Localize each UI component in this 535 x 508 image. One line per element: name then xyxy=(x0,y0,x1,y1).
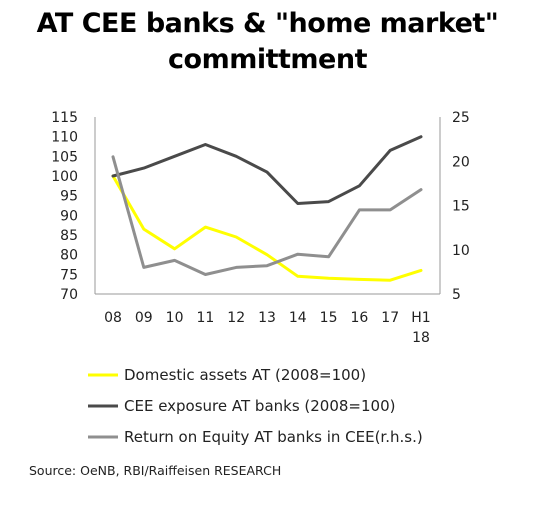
x-tick-label: 14 xyxy=(289,310,307,326)
x-tick-label: 12 xyxy=(227,310,245,326)
left-tick-label: 100 xyxy=(51,169,78,185)
legend-label-2: CEE exposure AT banks (2008=100) xyxy=(124,397,396,415)
series-line-2 xyxy=(111,135,423,205)
left-tick-label: 85 xyxy=(60,228,78,244)
chart-title-line-1: AT CEE banks & "home market" xyxy=(36,8,499,39)
left-tick-label: 110 xyxy=(51,130,78,146)
x-tick-label: 16 xyxy=(350,310,368,326)
source-note: Source: OeNB, RBI/Raiffeisen RESEARCH xyxy=(29,463,282,478)
series-line-1 xyxy=(111,174,423,282)
legend-label-3: Return on Equity AT banks in CEE(r.h.s.) xyxy=(124,428,423,446)
x-tick-label: 11 xyxy=(196,310,214,326)
left-tick-label: 70 xyxy=(60,287,78,303)
x-tick-label: H1 18 xyxy=(411,310,430,346)
left-tick-label: 95 xyxy=(60,189,78,205)
x-tick-label: 15 xyxy=(320,310,338,326)
left-tick-label: 105 xyxy=(51,149,78,165)
left-tick-label: 115 xyxy=(51,110,78,126)
legend-label-1: Domestic assets AT (2008=100) xyxy=(124,366,366,384)
chart-title-line-2: committment xyxy=(168,44,367,75)
right-tick-label: 15 xyxy=(452,199,470,215)
left-tick-label: 75 xyxy=(60,267,78,283)
left-tick-label: 90 xyxy=(60,208,78,224)
x-tick-label: 10 xyxy=(166,310,184,326)
x-tick-label: 17 xyxy=(381,310,399,326)
right-tick-label: 10 xyxy=(452,243,470,259)
right-tick-label: 25 xyxy=(452,110,470,126)
series-line-3 xyxy=(111,155,423,276)
x-tick-label: 08 xyxy=(104,310,122,326)
right-tick-label: 5 xyxy=(452,287,461,303)
right-tick-label: 20 xyxy=(452,154,470,170)
x-tick-label: 09 xyxy=(135,310,153,326)
left-tick-label: 80 xyxy=(60,248,78,264)
x-tick-label: 13 xyxy=(258,310,276,326)
